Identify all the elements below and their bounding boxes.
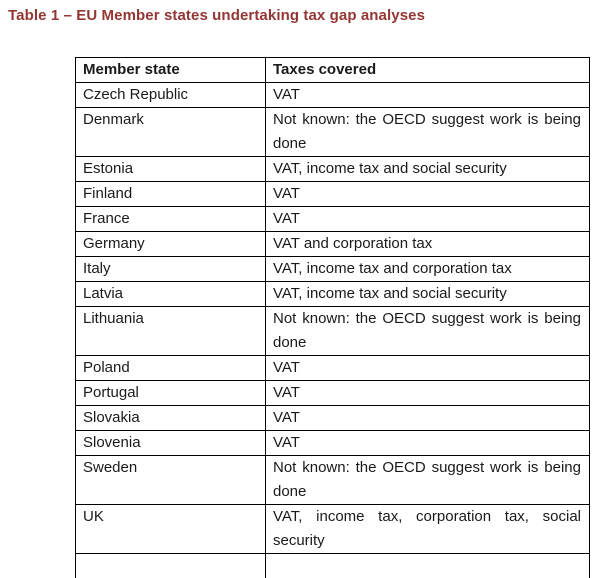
partial-cell bbox=[75, 553, 266, 578]
member-state-cell: Estonia bbox=[75, 156, 266, 182]
taxes-covered-cell: Not known: the OECD suggest work is bein… bbox=[265, 455, 590, 505]
table-row: Denmark Not known: the OECD suggest work… bbox=[75, 107, 590, 157]
table-row-cutoff bbox=[75, 553, 590, 578]
table-row: Slovakia VAT bbox=[75, 405, 590, 431]
taxes-covered-cell: VAT bbox=[265, 405, 590, 431]
partial-cell bbox=[265, 553, 590, 578]
member-state-cell: Slovenia bbox=[75, 430, 266, 456]
taxes-covered-cell: VAT and corporation tax bbox=[265, 231, 590, 257]
taxes-covered-cell: VAT, income tax and corporation tax bbox=[265, 256, 590, 282]
table-row: Lithuania Not known: the OECD suggest wo… bbox=[75, 306, 590, 356]
member-state-cell: France bbox=[75, 206, 266, 232]
table-row: Germany VAT and corporation tax bbox=[75, 231, 590, 257]
member-state-cell: Finland bbox=[75, 181, 266, 207]
taxes-covered-cell: VAT bbox=[265, 355, 590, 381]
taxes-covered-cell: VAT bbox=[265, 206, 590, 232]
header-taxes-covered: Taxes covered bbox=[265, 57, 590, 83]
taxes-covered-cell: VAT bbox=[265, 181, 590, 207]
member-state-cell: Poland bbox=[75, 355, 266, 381]
taxes-covered-cell: VAT bbox=[265, 430, 590, 456]
taxes-covered-cell: Not known: the OECD suggest work is bein… bbox=[265, 306, 590, 356]
table-header-row: Member state Taxes covered bbox=[75, 57, 590, 83]
member-state-cell: UK bbox=[75, 504, 266, 554]
member-state-cell: Lithuania bbox=[75, 306, 266, 356]
member-state-cell: Germany bbox=[75, 231, 266, 257]
header-member-state: Member state bbox=[75, 57, 266, 83]
member-state-cell: Denmark bbox=[75, 107, 266, 157]
taxes-covered-cell: VAT bbox=[265, 82, 590, 108]
table-row: Finland VAT bbox=[75, 181, 590, 207]
member-state-cell: Italy bbox=[75, 256, 266, 282]
member-state-cell: Sweden bbox=[75, 455, 266, 505]
table-row: Poland VAT bbox=[75, 355, 590, 381]
table-row: Latvia VAT, income tax and social securi… bbox=[75, 281, 590, 307]
table-row: Portugal VAT bbox=[75, 380, 590, 406]
table-caption: Table 1 – EU Member states undertaking t… bbox=[8, 7, 426, 24]
table-row: Slovenia VAT bbox=[75, 430, 590, 456]
taxes-covered-cell: VAT, income tax and social security bbox=[265, 156, 590, 182]
table-row: Italy VAT, income tax and corporation ta… bbox=[75, 256, 590, 282]
taxes-covered-cell: Not known: the OECD suggest work is bein… bbox=[265, 107, 590, 157]
member-state-cell: Czech Republic bbox=[75, 82, 266, 108]
member-state-cell: Latvia bbox=[75, 281, 266, 307]
table-row: France VAT bbox=[75, 206, 590, 232]
taxes-covered-cell: VAT, income tax and social security bbox=[265, 281, 590, 307]
taxes-covered-cell: VAT bbox=[265, 380, 590, 406]
table-row: UK VAT, income tax, corporation tax, soc… bbox=[75, 504, 590, 554]
member-state-cell: Slovakia bbox=[75, 405, 266, 431]
table-row: Estonia VAT, income tax and social secur… bbox=[75, 156, 590, 182]
table-row: Sweden Not known: the OECD suggest work … bbox=[75, 455, 590, 505]
taxes-covered-cell: VAT, income tax, corporation tax, social… bbox=[265, 504, 590, 554]
table-row: Czech Republic VAT bbox=[75, 82, 590, 108]
tax-gap-table: Member state Taxes covered Czech Republi… bbox=[75, 57, 590, 578]
member-state-cell: Portugal bbox=[75, 380, 266, 406]
